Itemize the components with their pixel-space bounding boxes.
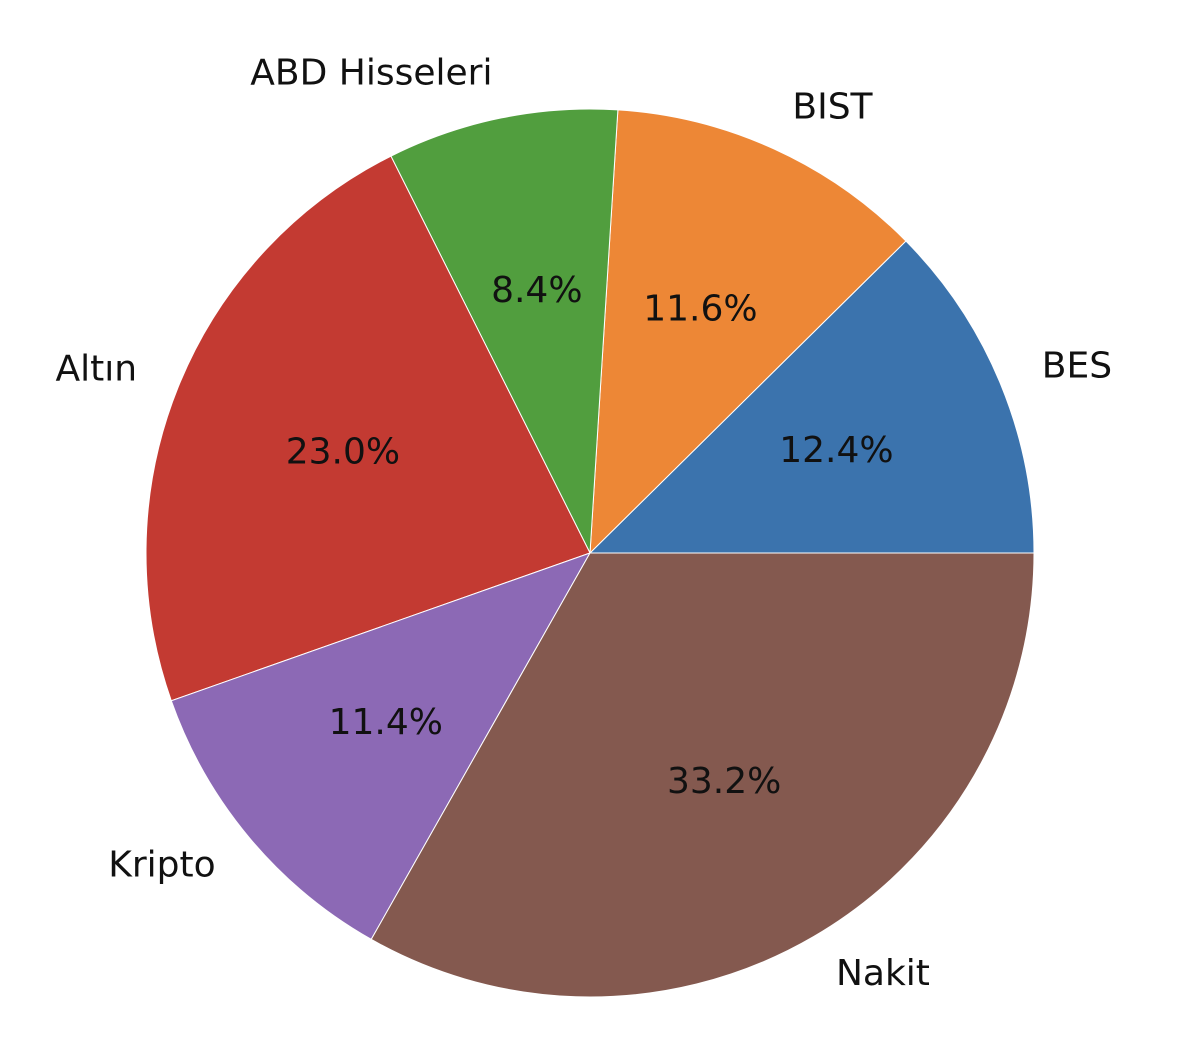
pie-slice [170,552,592,941]
slice-label: BIST [792,87,873,128]
percent-label: 11.6% [643,289,757,330]
slice-label: Altın [55,348,137,389]
percent-label: 23.0% [286,431,400,472]
slice-label: ABD Hisseleri [250,52,492,93]
pie-slice [145,155,591,702]
pie-slice [589,109,907,555]
pie-slice [390,108,619,555]
percent-label: 11.4% [329,702,443,743]
pie-slice [370,552,1035,998]
percent-label: 12.4% [779,430,893,471]
slice-label: BES [1042,346,1112,387]
percent-label: 33.2% [667,761,781,802]
pie-slice [588,240,1035,554]
slice-label: Nakit [836,953,930,994]
slice-label: Kripto [108,845,215,886]
percent-label: 8.4% [491,270,582,311]
